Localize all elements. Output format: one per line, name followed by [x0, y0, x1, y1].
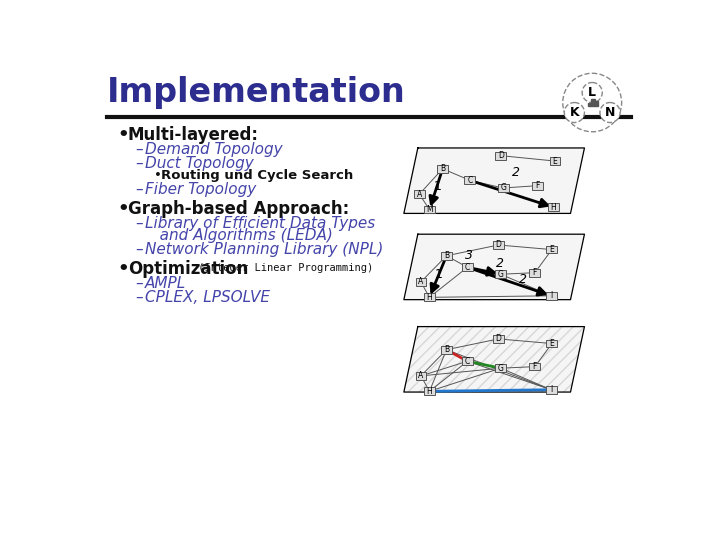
Text: K: K	[570, 106, 579, 119]
Text: G: G	[500, 184, 506, 192]
Bar	[529, 363, 540, 370]
Text: I: I	[550, 291, 552, 300]
Text: Fiber Topology: Fiber Topology	[145, 182, 256, 197]
Bar	[464, 177, 475, 184]
Text: 1: 1	[435, 268, 443, 281]
Text: •: •	[117, 126, 129, 144]
Bar	[529, 269, 540, 276]
Bar	[546, 340, 557, 347]
Text: CPLEX, LPSOLVE: CPLEX, LPSOLVE	[145, 289, 270, 305]
Text: Network Planning Library (NPL): Network Planning Library (NPL)	[145, 242, 383, 257]
Text: E: E	[553, 157, 557, 166]
Text: Multi-layered:: Multi-layered:	[128, 126, 259, 144]
Bar	[437, 165, 448, 173]
Text: F: F	[533, 268, 537, 277]
Text: H: H	[426, 293, 432, 302]
Polygon shape	[404, 234, 585, 300]
Text: I: I	[550, 385, 552, 394]
Text: C: C	[465, 263, 470, 272]
Bar	[591, 99, 595, 106]
Text: 2: 2	[513, 166, 521, 179]
Text: •: •	[117, 260, 129, 279]
Circle shape	[600, 103, 620, 123]
Bar	[415, 372, 426, 380]
Polygon shape	[404, 327, 585, 392]
Text: G: G	[498, 270, 504, 279]
Text: Demand Topology: Demand Topology	[145, 142, 283, 157]
Bar	[498, 184, 508, 192]
Text: C: C	[467, 176, 472, 185]
Text: E: E	[549, 245, 554, 254]
Text: H: H	[426, 387, 432, 396]
Bar	[441, 346, 452, 354]
Text: –: –	[135, 215, 143, 231]
Text: D: D	[495, 240, 501, 249]
Bar	[414, 190, 425, 198]
Bar	[462, 357, 473, 365]
Text: Implementation: Implementation	[107, 76, 406, 109]
Text: F: F	[535, 181, 539, 190]
Text: B: B	[444, 251, 449, 260]
Circle shape	[564, 103, 585, 123]
Text: D: D	[498, 151, 504, 160]
Text: –: –	[135, 242, 143, 257]
Bar	[495, 364, 506, 372]
Bar	[462, 264, 473, 271]
Text: H: H	[551, 202, 557, 212]
Bar	[415, 278, 426, 286]
Bar	[546, 386, 557, 394]
Text: A: A	[418, 278, 423, 286]
Bar	[424, 206, 435, 213]
Text: •: •	[153, 168, 161, 182]
Text: AMPL: AMPL	[145, 276, 186, 291]
Text: B: B	[444, 345, 449, 354]
Text: –: –	[135, 182, 143, 197]
Text: M: M	[426, 205, 433, 214]
Text: L: L	[588, 86, 596, 99]
Bar	[548, 204, 559, 211]
Bar	[493, 335, 504, 343]
Bar	[424, 387, 435, 395]
Bar	[546, 292, 557, 300]
Text: A: A	[417, 190, 422, 199]
Text: B: B	[440, 164, 445, 173]
Text: D: D	[495, 334, 501, 343]
Bar	[495, 152, 506, 159]
Text: –: –	[135, 142, 143, 157]
Bar	[532, 182, 543, 190]
Text: E: E	[549, 339, 554, 348]
Text: Optimization: Optimization	[128, 260, 248, 279]
Text: Duct Topology: Duct Topology	[145, 156, 253, 171]
Bar	[595, 101, 598, 106]
Text: (Integer Linear Programming): (Integer Linear Programming)	[192, 262, 373, 273]
Text: C: C	[465, 357, 470, 366]
Text: 3: 3	[465, 249, 473, 262]
Text: 2: 2	[496, 256, 504, 269]
Text: •: •	[117, 200, 129, 218]
Text: G: G	[498, 363, 504, 373]
Bar	[588, 103, 590, 106]
Bar	[441, 252, 452, 260]
Text: Library of Efficient Data Types: Library of Efficient Data Types	[145, 215, 375, 231]
Bar	[495, 271, 506, 278]
Text: –: –	[135, 289, 143, 305]
Bar	[546, 246, 557, 253]
Text: Graph-based Approach:: Graph-based Approach:	[128, 200, 349, 218]
Text: –: –	[135, 276, 143, 291]
Polygon shape	[404, 148, 585, 213]
Bar	[424, 294, 435, 301]
Text: –: –	[135, 156, 143, 171]
Text: A: A	[418, 372, 423, 380]
Text: Routing und Cycle Search: Routing und Cycle Search	[161, 168, 354, 182]
Text: 2: 2	[518, 273, 526, 286]
Text: N: N	[605, 106, 615, 119]
Bar	[493, 241, 504, 249]
Text: and Algorithms (LEDA): and Algorithms (LEDA)	[145, 228, 333, 243]
Text: 1: 1	[434, 180, 442, 193]
Bar	[549, 157, 560, 165]
Circle shape	[582, 83, 602, 103]
Text: F: F	[533, 362, 537, 371]
